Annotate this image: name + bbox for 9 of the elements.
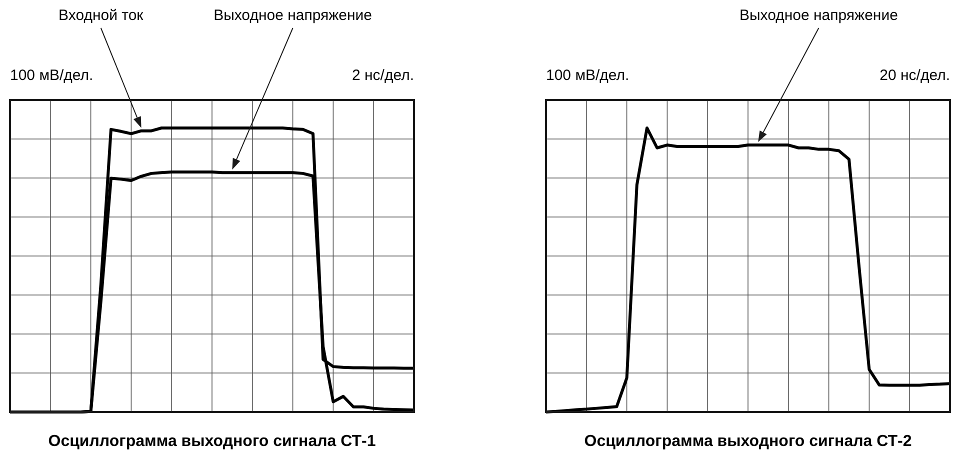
text: Выходное напряжение	[214, 7, 372, 24]
text: 100 мВ/дел.	[10, 67, 94, 84]
text: Выходное напряжение	[739, 7, 898, 24]
text: Осциллограмма выходного сигнала СТ-2	[584, 433, 912, 450]
text: Входной ток	[58, 7, 144, 24]
text: Осциллограмма выходного сигнала СТ-1	[48, 433, 376, 450]
text: 100 мВ/дел.	[546, 67, 630, 84]
text: 2 нс/дел.	[352, 67, 414, 84]
text: 20 нс/дел.	[880, 67, 950, 84]
